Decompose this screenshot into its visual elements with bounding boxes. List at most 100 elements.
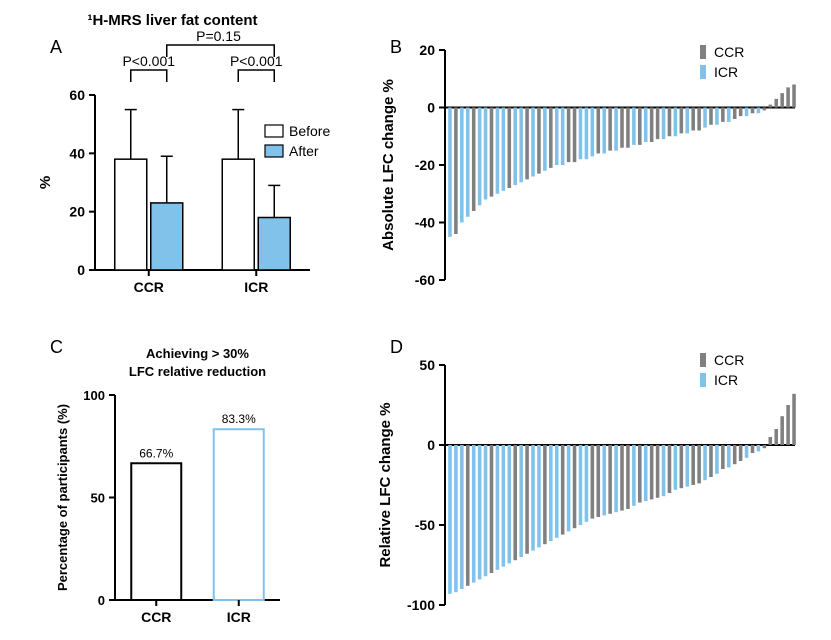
legend-label: After: [289, 143, 319, 159]
sig-label: P<0.001: [230, 53, 283, 69]
sig-bracket: [131, 70, 167, 82]
tick-label: 20: [69, 204, 85, 220]
bar: [614, 445, 618, 512]
bar: [774, 429, 778, 445]
sig-label: P=0.15: [196, 28, 241, 44]
bar: [709, 445, 713, 477]
bar: [561, 108, 565, 166]
bar: [555, 445, 559, 538]
bar: [602, 108, 606, 154]
tick-label: 100: [83, 388, 105, 403]
panelC-title: Achieving > 30%: [146, 346, 249, 361]
bar-value: 83.3%: [222, 412, 256, 426]
bar: [709, 108, 713, 125]
legend-swatch: [265, 145, 283, 157]
bar: [596, 445, 600, 517]
legend-label: Before: [289, 123, 330, 139]
bar: [484, 108, 488, 200]
bar: [579, 445, 583, 525]
bar: [697, 445, 701, 483]
bar: [525, 445, 529, 554]
bar: [543, 445, 547, 544]
bar: [668, 445, 672, 493]
tick-label: 50: [91, 491, 105, 506]
bar: [769, 105, 773, 108]
bar: [656, 445, 660, 498]
bar: [739, 108, 743, 117]
bar: [596, 108, 600, 154]
bar: [757, 445, 761, 451]
legend-label: CCR: [714, 352, 744, 368]
bar: [638, 445, 642, 503]
bar: [644, 445, 648, 501]
x-label: ICR: [244, 279, 268, 295]
bar: [763, 108, 767, 111]
bar: [786, 87, 790, 107]
bar: [466, 108, 470, 217]
bar: [733, 445, 737, 464]
bar: [733, 108, 737, 120]
bar: [115, 159, 147, 270]
bar: [751, 445, 755, 453]
bar: [448, 445, 452, 594]
bar: [602, 445, 606, 515]
bar: [727, 108, 731, 122]
bar: [472, 108, 476, 212]
bar: [721, 108, 725, 122]
bar: [703, 445, 707, 480]
bar: [674, 108, 678, 137]
tick-label: 0: [77, 262, 85, 278]
bar: [519, 445, 523, 557]
tick-label: -40: [415, 215, 435, 231]
bar: [496, 108, 500, 194]
bar: [519, 108, 523, 183]
bar: [525, 108, 529, 180]
bar: [567, 445, 571, 531]
bar: [620, 108, 624, 148]
bar: [579, 108, 583, 160]
bar: [685, 445, 689, 487]
bar: [792, 394, 796, 445]
x-label: CCR: [141, 609, 171, 625]
panelA-ylabel: %: [37, 176, 54, 189]
bar: [478, 108, 482, 206]
bar: [573, 445, 577, 528]
bar: [757, 108, 761, 114]
panelB-label: B: [390, 37, 402, 57]
bar: [585, 108, 589, 160]
bar: [460, 445, 464, 589]
bar: [769, 437, 773, 445]
bar: [531, 445, 535, 551]
panelA-label: A: [50, 37, 62, 57]
tick-label: 20: [419, 42, 435, 58]
panelB-ylabel: Absolute LFC change %: [380, 79, 397, 251]
bar: [650, 445, 654, 499]
bar: [567, 108, 571, 163]
bar: [703, 108, 707, 128]
bar: [513, 445, 517, 560]
bar: [638, 108, 642, 145]
legend-swatch: [700, 373, 706, 387]
bar: [502, 108, 506, 191]
sig-bracket: [238, 70, 274, 82]
bar: [496, 445, 500, 570]
bar: [626, 445, 630, 509]
panelC-label: C: [50, 337, 63, 357]
tick-label: 60: [69, 87, 85, 103]
bar: [460, 108, 464, 223]
tick-label: -100: [407, 597, 435, 613]
bar: [780, 416, 784, 445]
bar: [454, 445, 458, 592]
tick-label: -50: [415, 517, 435, 533]
bar: [745, 445, 749, 458]
bar: [632, 108, 636, 145]
bar: [490, 108, 494, 197]
legend-label: ICR: [714, 372, 738, 388]
bar: [222, 159, 254, 270]
bar: [685, 108, 689, 134]
bar: [691, 445, 695, 485]
bar: [745, 108, 749, 117]
bar: [549, 108, 553, 168]
bar: [721, 445, 725, 469]
bar: [739, 445, 743, 461]
